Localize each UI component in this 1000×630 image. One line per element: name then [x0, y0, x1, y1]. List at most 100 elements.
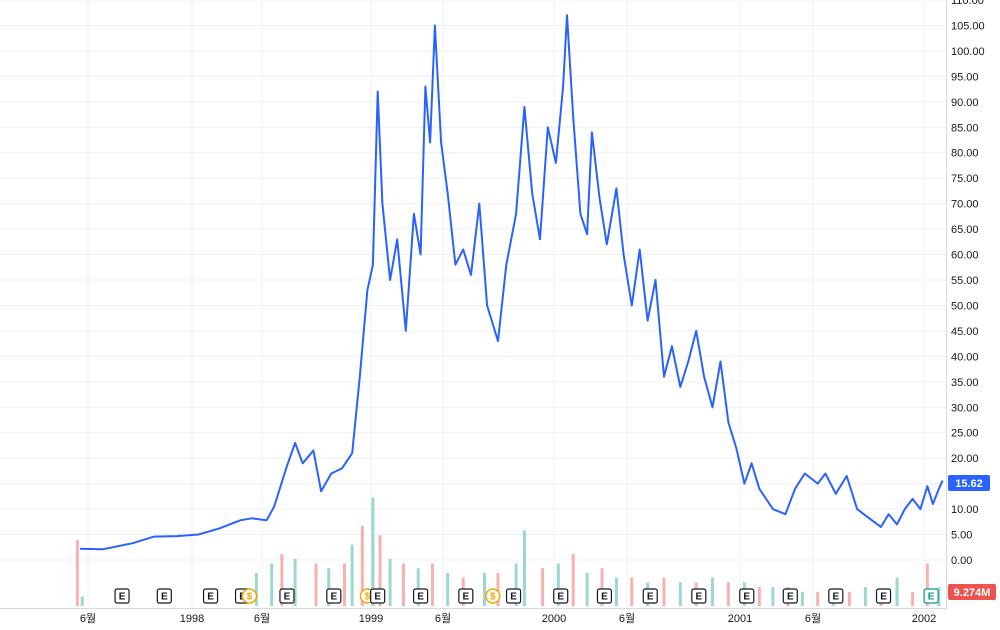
volume-bar	[726, 582, 730, 606]
price-tick-label: 70.00	[951, 199, 979, 211]
earnings-marker-shape	[202, 588, 219, 604]
earnings-marker[interactable]: E	[114, 588, 130, 604]
earnings-marker[interactable]: E	[691, 588, 707, 604]
earnings-marker-shape	[691, 588, 707, 604]
volume-bar	[556, 563, 560, 606]
price-tick-label: 75.00	[951, 173, 979, 185]
volume-bar	[771, 587, 775, 606]
price-tick-label: 90.00	[951, 97, 979, 109]
dividend-marker-label: $	[490, 592, 496, 603]
earnings-marker-shape	[279, 588, 295, 604]
price-tick-label: 80.00	[951, 148, 979, 160]
price-tick-label: 105.00	[951, 20, 985, 32]
dividend-marker[interactable]: $	[241, 588, 258, 604]
volume-bar	[343, 563, 347, 606]
dividend-marker-shape	[485, 588, 501, 604]
price-tick-label: 65.00	[951, 224, 979, 236]
volume-bar	[378, 535, 382, 606]
volume-bar	[925, 563, 929, 606]
earnings-marker[interactable]: E	[326, 588, 342, 604]
earnings-marker-label: E	[557, 592, 564, 603]
price-tick-label: 0.00	[951, 555, 972, 567]
volume-bar	[585, 572, 589, 606]
volume-bar	[482, 572, 486, 606]
volume-bar	[280, 554, 284, 606]
price-line	[79, 14, 944, 551]
volume-bar	[388, 558, 392, 606]
price-tick-label: 40.00	[951, 351, 979, 363]
volume-bar	[431, 563, 435, 606]
earnings-marker-shape	[642, 588, 658, 604]
price-tick-label: 60.00	[951, 250, 979, 262]
earnings-marker[interactable]: E	[553, 588, 569, 604]
last-volume-badge: 9.274M	[948, 584, 996, 600]
price-tick-label: 100.00	[951, 46, 985, 58]
earnings-marker-label: E	[284, 592, 291, 603]
volume-bar	[270, 563, 274, 606]
time-tick-label: 6월	[435, 612, 451, 625]
volume-bar	[911, 591, 915, 606]
earnings-marker[interactable]: E	[279, 588, 295, 604]
last-price-badge: 15.62	[948, 475, 990, 491]
volume-bar	[600, 568, 604, 606]
volume-bar	[816, 591, 820, 606]
time-tick-label: 6월	[805, 612, 821, 625]
dividend-marker[interactable]: $	[485, 588, 501, 604]
earnings-marker[interactable]: E	[739, 588, 755, 604]
price-series	[79, 14, 944, 551]
price-scale[interactable]: 0.005.0010.0015.0020.0025.0030.0035.0040…	[951, 0, 985, 567]
earnings-marker-label: E	[417, 592, 424, 603]
dividend-marker-label: $	[365, 592, 371, 603]
earnings-marker[interactable]: E	[875, 588, 892, 604]
time-tick-label: 1999	[359, 613, 383, 625]
last-price-label: 15.62	[955, 478, 983, 490]
earnings-marker-label: E	[510, 592, 517, 603]
volume-bar	[254, 572, 258, 606]
earnings-marker-label: E	[928, 592, 935, 603]
earnings-marker-shape	[782, 588, 798, 604]
time-tick-label: 1998	[180, 613, 204, 625]
volume-bar	[514, 563, 518, 606]
earnings-marker-label: E	[330, 592, 337, 603]
volume-bar	[937, 587, 941, 606]
grid	[0, 0, 946, 608]
time-tick-label: 2000	[542, 613, 566, 625]
earnings-marker[interactable]: E	[370, 588, 386, 604]
price-tick-label: 30.00	[951, 402, 979, 414]
dividend-marker-shape	[241, 588, 258, 604]
earnings-marker[interactable]: E	[505, 588, 522, 604]
earnings-marker[interactable]: E	[642, 588, 658, 604]
earnings-marker[interactable]: E	[202, 588, 219, 604]
volume-bar	[800, 591, 804, 606]
earnings-marker[interactable]: E	[828, 588, 844, 604]
time-scale[interactable]: 6월 1998 6월 1999 6월 2000 6월 2001 6월 2002	[80, 612, 936, 625]
earnings-marker[interactable]: E	[782, 588, 798, 604]
volume-bar	[522, 530, 526, 606]
earnings-marker[interactable]: E	[156, 588, 172, 604]
earnings-marker-label: E	[647, 592, 654, 603]
earnings-marker-shape	[326, 588, 342, 604]
volume-bar	[847, 591, 851, 606]
earnings-marker-shape	[875, 588, 892, 604]
earnings-marker[interactable]: E	[458, 588, 474, 604]
earnings-marker-label: E	[161, 592, 168, 603]
price-tick-label: 55.00	[951, 275, 979, 287]
earnings-marker[interactable]: E	[412, 588, 429, 604]
earnings-marker[interactable]: E	[923, 588, 939, 604]
volume-bar	[863, 587, 867, 606]
volume-bar	[446, 572, 450, 606]
price-tick-label: 5.00	[951, 530, 972, 542]
time-tick-label: 6월	[80, 612, 96, 625]
dividend-marker-label: $	[247, 592, 253, 603]
earnings-marker[interactable]: E	[596, 588, 613, 604]
volume-bar	[678, 582, 682, 606]
earnings-marker-shape	[114, 588, 130, 604]
price-tick-label: 35.00	[951, 377, 979, 389]
earnings-marker-label: E	[787, 592, 794, 603]
volume-bar	[757, 587, 761, 606]
volume-bar	[350, 544, 354, 606]
last-volume-label: 9.274M	[954, 587, 991, 599]
